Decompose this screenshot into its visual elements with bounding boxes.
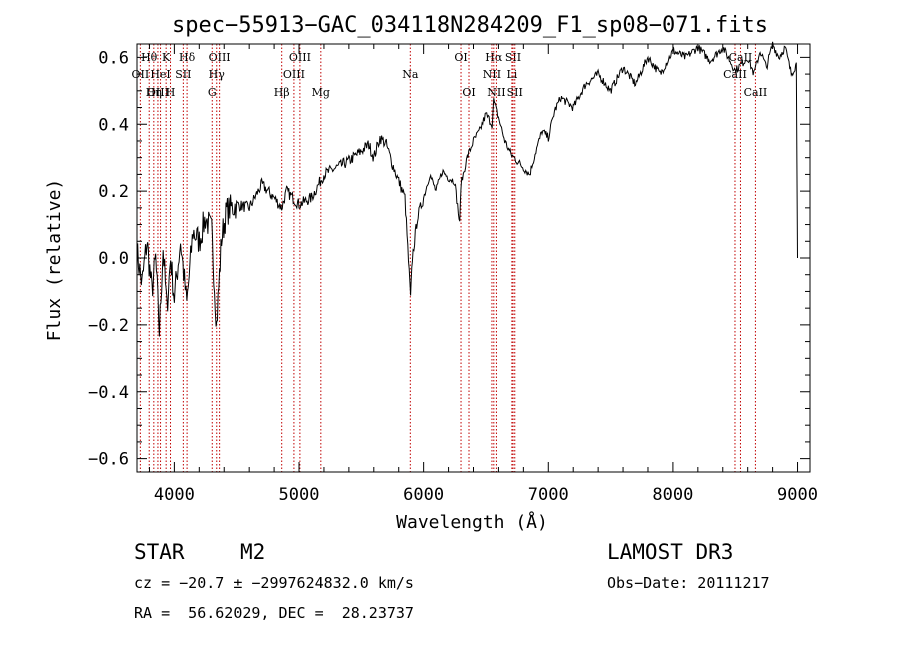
plot-frame bbox=[136, 43, 811, 473]
line-marker-label: OI bbox=[454, 51, 467, 64]
line-marker-label: OIII bbox=[283, 68, 305, 81]
line-marker-label: Hδ bbox=[179, 51, 196, 64]
x-tick-label: 8000 bbox=[652, 485, 693, 505]
line-marker-label: SII bbox=[507, 86, 523, 99]
line-marker-label: SII bbox=[175, 68, 191, 81]
line-marker-label: SII bbox=[505, 51, 521, 64]
spectrum-series bbox=[136, 41, 798, 337]
line-marker-label: NII bbox=[483, 68, 501, 81]
x-tick-label: 7000 bbox=[528, 485, 569, 505]
line-marker-label: H bbox=[166, 86, 176, 99]
line-marker-label: Hα bbox=[485, 51, 503, 64]
x-tick-label: 4000 bbox=[154, 485, 195, 505]
line-marker-label: OI bbox=[462, 86, 475, 99]
y-axis-label: Flux (relative) bbox=[44, 179, 65, 342]
survey-name: LAMOST DR3 bbox=[607, 540, 734, 564]
line-marker-label: Hη bbox=[146, 86, 162, 99]
y-tick-label: 0.0 bbox=[98, 249, 129, 269]
chart-title: spec−55913−GAC_034118N284209_F1_sp08−071… bbox=[172, 13, 768, 38]
y-tick-label: 0.4 bbox=[98, 115, 129, 135]
line-marker-label: NII bbox=[487, 86, 505, 99]
x-tick-label: 5000 bbox=[279, 485, 320, 505]
line-marker-label: Na bbox=[402, 68, 419, 81]
x-tick-label: 9000 bbox=[777, 485, 818, 505]
redshift-text: cz = −20.7 ± −2997624832.0 km/s bbox=[134, 574, 414, 592]
ra-dec: RA = 56.62029, DEC = 28.23737 bbox=[134, 604, 414, 622]
x-axis-label: Wavelength (Å) bbox=[396, 511, 548, 533]
line-marker-label: CaII bbox=[744, 86, 768, 99]
y-tick-label: 0.6 bbox=[98, 48, 129, 68]
y-tick-label: −0.2 bbox=[88, 316, 129, 336]
x-axis: 4000 5000 6000 7000 8000 9000 bbox=[148, 44, 818, 505]
line-marker-label: HeI bbox=[150, 68, 170, 81]
line-marker-label: Li bbox=[506, 68, 517, 81]
y-axis: −0.6 −0.4 −0.2 0.0 0.2 0.4 0.6 bbox=[88, 48, 810, 470]
line-marker-label: Mg bbox=[312, 86, 330, 99]
object-class: STAR bbox=[134, 540, 185, 564]
line-marker-label: CaII bbox=[723, 68, 747, 81]
y-tick-label: −0.4 bbox=[88, 383, 129, 403]
line-marker-label: G bbox=[208, 86, 217, 99]
line-marker-label: OIII bbox=[209, 51, 231, 64]
obs-date: Obs−Date: 20111217 bbox=[607, 574, 770, 592]
y-tick-label: 0.2 bbox=[98, 182, 129, 202]
y-tick-label: −0.6 bbox=[88, 450, 129, 470]
line-marker-label: Hβ bbox=[274, 86, 290, 99]
x-tick-label: 6000 bbox=[403, 485, 444, 505]
spectrum-line bbox=[136, 41, 798, 337]
line-marker-label: Hγ bbox=[209, 68, 226, 81]
line-marker-label: OIII bbox=[289, 51, 311, 64]
object-subclass: M2 bbox=[240, 540, 266, 564]
line-marker-label: K bbox=[162, 51, 171, 64]
line-marker-label: OIII bbox=[147, 86, 169, 99]
line-marker-label: Hθ bbox=[141, 51, 158, 64]
